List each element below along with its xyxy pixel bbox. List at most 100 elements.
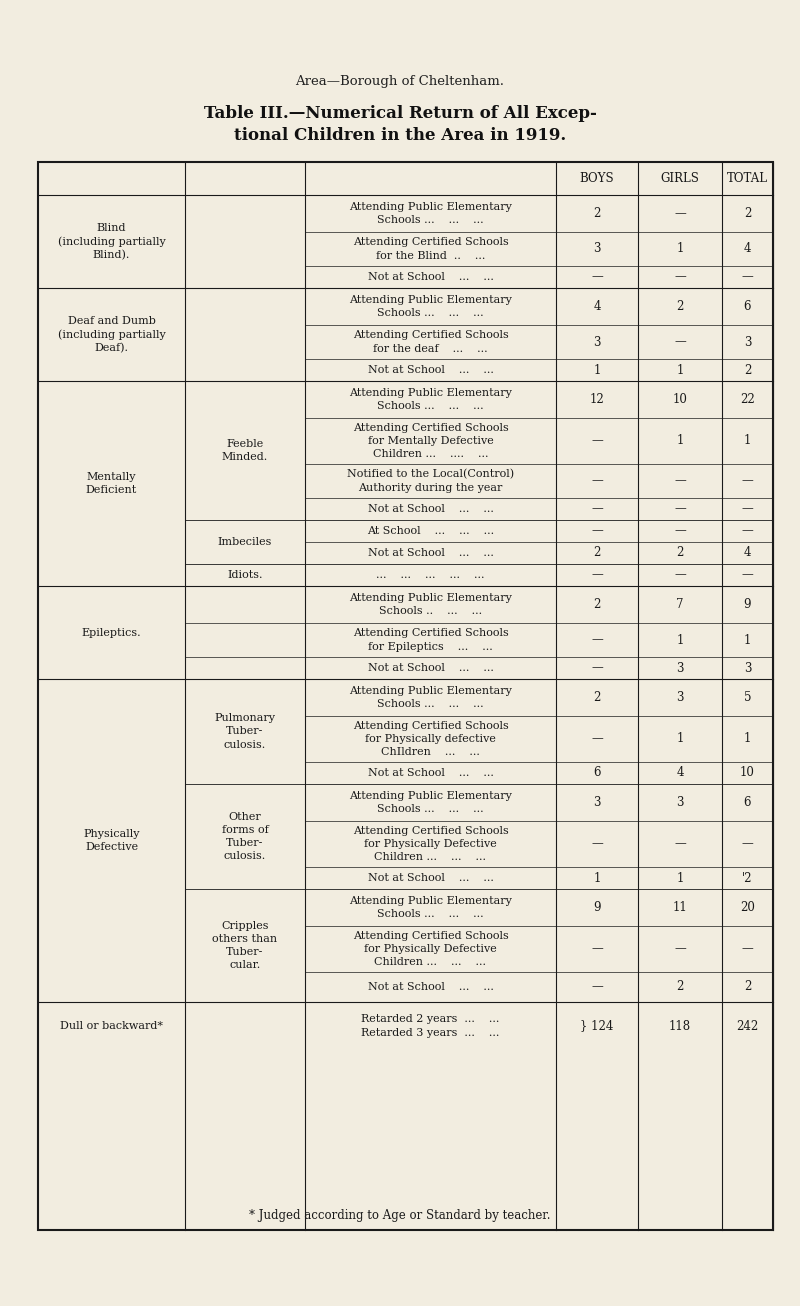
Text: Attending Public Elementary
Schools ...    ...    ...: Attending Public Elementary Schools ... … <box>349 791 512 814</box>
Text: 3: 3 <box>744 662 751 674</box>
Text: —: — <box>674 474 686 487</box>
Text: 7: 7 <box>676 598 684 611</box>
Text: Pulmonary
Tuber-
culosis.: Pulmonary Tuber- culosis. <box>214 713 275 750</box>
Text: Attending Public Elementary
Schools ...    ...    ...: Attending Public Elementary Schools ... … <box>349 388 512 411</box>
Text: Attending Public Elementary
Schools ...    ...    ...: Attending Public Elementary Schools ... … <box>349 202 512 225</box>
Text: 2: 2 <box>744 206 751 219</box>
Text: 4: 4 <box>594 300 601 313</box>
Text: 3: 3 <box>676 795 684 808</box>
Text: Not at School    ...    ...: Not at School ... ... <box>367 768 494 778</box>
Text: —: — <box>742 943 754 956</box>
Text: 11: 11 <box>673 901 687 914</box>
Text: —: — <box>591 662 603 674</box>
Text: —: — <box>591 943 603 956</box>
Text: Feeble
Minded.: Feeble Minded. <box>222 439 268 462</box>
Text: 242: 242 <box>736 1020 758 1033</box>
Text: —: — <box>591 525 603 538</box>
Text: 2: 2 <box>594 546 601 559</box>
Text: Attending Public Elementary
Schools ...    ...    ...: Attending Public Elementary Schools ... … <box>349 295 512 319</box>
Text: Attending Certified Schools
for Epileptics    ...    ...: Attending Certified Schools for Epilepti… <box>353 628 508 652</box>
Bar <box>38 162 773 1230</box>
Text: 20: 20 <box>740 901 755 914</box>
Text: Not at School    ...    ...: Not at School ... ... <box>367 364 494 375</box>
Text: 2: 2 <box>676 981 684 994</box>
Text: Not at School    ...    ...: Not at School ... ... <box>367 982 494 993</box>
Text: —: — <box>742 270 754 283</box>
Text: Mentally
Deficient: Mentally Deficient <box>86 471 137 495</box>
Text: —: — <box>591 633 603 646</box>
Text: } 124: } 124 <box>580 1020 614 1033</box>
Text: —: — <box>591 733 603 746</box>
Text: 6: 6 <box>594 767 601 780</box>
Text: —: — <box>674 336 686 349</box>
Text: Not at School    ...    ...: Not at School ... ... <box>367 504 494 515</box>
Text: Attending Public Elementary
Schools ...    ...    ...: Attending Public Elementary Schools ... … <box>349 896 512 919</box>
Text: Attending Certified Schools
for Mentally Defective
Children ...    ....    ...: Attending Certified Schools for Mentally… <box>353 423 508 460</box>
Text: 1: 1 <box>676 733 684 746</box>
Text: Attending Certified Schools
for the Blind  ..    ...: Attending Certified Schools for the Blin… <box>353 238 508 261</box>
Text: 2: 2 <box>744 363 751 376</box>
Text: Table III.—Numerical Return of All Excep-: Table III.—Numerical Return of All Excep… <box>203 104 597 121</box>
Text: —: — <box>591 981 603 994</box>
Text: 2: 2 <box>594 206 601 219</box>
Text: TOTAL: TOTAL <box>727 172 768 185</box>
Text: —: — <box>674 503 686 516</box>
Text: —: — <box>742 525 754 538</box>
Text: 2: 2 <box>594 691 601 704</box>
Text: —: — <box>591 435 603 448</box>
Text: Attending Certified Schools
for the deaf    ...    ...: Attending Certified Schools for the deaf… <box>353 330 508 354</box>
Text: —: — <box>591 474 603 487</box>
Text: —: — <box>742 503 754 516</box>
Text: tional Children in the Area in 1919.: tional Children in the Area in 1919. <box>234 127 566 144</box>
Text: 3: 3 <box>594 795 601 808</box>
Text: Attending Public Elementary
Schools ..    ...    ...: Attending Public Elementary Schools .. .… <box>349 593 512 616</box>
Text: BOYS: BOYS <box>580 172 614 185</box>
Text: Area—Borough of Cheltenham.: Area—Borough of Cheltenham. <box>295 76 505 89</box>
Text: Not at School    ...    ...: Not at School ... ... <box>367 872 494 883</box>
Text: Physically
Defective: Physically Defective <box>83 829 140 852</box>
Text: 4: 4 <box>744 546 751 559</box>
Text: 10: 10 <box>673 393 687 406</box>
Text: * Judged according to Age or Standard by teacher.: * Judged according to Age or Standard by… <box>250 1209 550 1222</box>
Text: Not at School    ...    ...: Not at School ... ... <box>367 272 494 282</box>
Text: 4: 4 <box>676 767 684 780</box>
Text: 1: 1 <box>744 733 751 746</box>
Text: GIRLS: GIRLS <box>661 172 699 185</box>
Text: Imbeciles: Imbeciles <box>218 537 272 547</box>
Text: ...    ...    ...    ...    ...: ... ... ... ... ... <box>376 569 485 580</box>
Text: 2: 2 <box>676 546 684 559</box>
Text: 22: 22 <box>740 393 755 406</box>
Text: 1: 1 <box>594 363 601 376</box>
Text: —: — <box>742 474 754 487</box>
Text: —: — <box>742 837 754 850</box>
Text: Attending Certified Schools
for Physically Defective
Children ...    ...    ...: Attending Certified Schools for Physical… <box>353 931 508 968</box>
Text: 6: 6 <box>744 300 751 313</box>
Text: —: — <box>674 270 686 283</box>
Text: '2: '2 <box>742 871 753 884</box>
Text: Blind
(including partially
Blind).: Blind (including partially Blind). <box>58 223 166 260</box>
Text: —: — <box>674 943 686 956</box>
Text: At School    ...    ...    ...: At School ... ... ... <box>367 526 494 535</box>
Text: Epileptics.: Epileptics. <box>82 627 142 637</box>
Text: 2: 2 <box>676 300 684 313</box>
Text: Cripples
others than
Tuber-
cular.: Cripples others than Tuber- cular. <box>213 921 278 970</box>
Text: —: — <box>674 837 686 850</box>
Text: —: — <box>674 568 686 581</box>
Text: —: — <box>591 270 603 283</box>
Text: Not at School    ...    ...: Not at School ... ... <box>367 663 494 673</box>
Text: 3: 3 <box>744 336 751 349</box>
Text: —: — <box>591 568 603 581</box>
Text: Dull or backward*: Dull or backward* <box>60 1021 163 1030</box>
Text: Idiots.: Idiots. <box>227 569 262 580</box>
Text: 2: 2 <box>594 598 601 611</box>
Text: 4: 4 <box>744 243 751 256</box>
Text: —: — <box>591 503 603 516</box>
Text: Attending Certified Schools
for Physically Defective
Children ...    ...    ...: Attending Certified Schools for Physical… <box>353 825 508 862</box>
Text: 1: 1 <box>744 435 751 448</box>
Text: Not at School    ...    ...: Not at School ... ... <box>367 549 494 558</box>
Text: 10: 10 <box>740 767 755 780</box>
Text: 9: 9 <box>744 598 751 611</box>
Text: 1: 1 <box>676 243 684 256</box>
Text: —: — <box>674 206 686 219</box>
Text: —: — <box>742 568 754 581</box>
